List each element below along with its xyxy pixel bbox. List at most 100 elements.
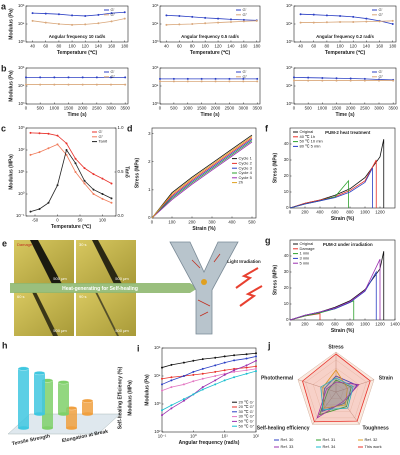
legend-label: G' — [379, 7, 383, 12]
point — [170, 386, 173, 389]
point — [31, 12, 34, 15]
point — [57, 13, 60, 16]
point — [365, 20, 368, 23]
y-tick-label: 10⁴ — [18, 83, 25, 88]
point — [29, 131, 32, 134]
point — [101, 197, 104, 200]
y-tick-label: 20 — [284, 285, 289, 290]
point — [335, 79, 338, 82]
y-tick-label: 10³ — [154, 401, 161, 406]
y-tick-label: 10³ — [286, 39, 293, 44]
point — [192, 380, 195, 383]
radar-series — [320, 377, 354, 411]
x-tick-label: 10¹ — [222, 434, 229, 439]
series-line — [151, 140, 253, 219]
legend-label: 20 ℃ G' — [239, 399, 254, 404]
y-tick-label: 0 — [286, 205, 289, 210]
x-tick-label: 500 — [305, 106, 313, 111]
point — [214, 80, 217, 83]
x-tick-label: 180 — [253, 44, 261, 49]
panel-label: f — [265, 123, 269, 133]
point — [182, 399, 185, 402]
point — [178, 14, 181, 17]
series-line — [151, 137, 253, 219]
y-axis-label: Modulus (Pa) — [8, 70, 14, 102]
point — [312, 21, 315, 24]
point — [123, 11, 126, 14]
plot-frame — [289, 239, 396, 321]
y2-axis-label: Self-healing Efficiency (%) — [117, 366, 123, 429]
annotation: Angular frequency 0.5 rad/s — [181, 34, 239, 39]
y-tick-label: 10⁴ — [152, 21, 159, 26]
point — [92, 188, 95, 191]
series-line — [289, 259, 381, 321]
point — [391, 23, 394, 25]
legend-label: 20 ℃ G'' — [239, 404, 255, 409]
micrograph: Damage 500 μm — [14, 240, 74, 284]
point — [56, 143, 59, 146]
point — [233, 376, 236, 379]
y-tick-label: 10⁵ — [152, 3, 159, 8]
point — [67, 76, 70, 79]
point — [39, 76, 42, 79]
axis-label: Strain — [379, 375, 393, 381]
point — [223, 355, 226, 358]
point — [293, 76, 295, 79]
point — [170, 404, 173, 407]
plot-frame — [151, 127, 257, 219]
x-tick-label: 400 — [316, 210, 324, 215]
x-tick-label: 500 — [170, 106, 178, 111]
point — [159, 80, 161, 83]
series-line — [161, 360, 257, 416]
point — [71, 23, 74, 26]
point — [214, 383, 217, 386]
legend-label: 2h — [239, 180, 243, 185]
radar-axis — [297, 379, 337, 393]
point — [71, 14, 74, 17]
y-tick-label: 10⁵ — [286, 65, 293, 70]
point — [233, 367, 236, 370]
x-tick-label: 0 — [56, 218, 59, 223]
series-line — [166, 20, 257, 26]
bar-base — [58, 412, 69, 416]
point — [299, 21, 302, 24]
panel-label: e — [2, 238, 7, 248]
bar — [82, 400, 93, 414]
panel-label: d — [127, 123, 133, 133]
point — [39, 83, 42, 86]
y-tick-label: 10 — [284, 301, 289, 306]
point — [65, 153, 68, 156]
legend-label: Ref. 34 — [323, 444, 337, 449]
point — [161, 366, 163, 369]
x-tick-label: 2000 — [78, 106, 88, 111]
point — [165, 14, 168, 17]
x-tick-label: 0 — [289, 210, 292, 215]
point — [65, 142, 68, 145]
point — [47, 201, 50, 204]
chart: 0 500 1000 1500 2000 2500 3000 3500 10³ 10⁴ 10⁵ G'G… — [286, 65, 399, 118]
series-line — [161, 356, 257, 385]
y-tick-label: 10³ — [152, 39, 159, 44]
x-tick-label: 40 — [298, 44, 303, 49]
x-tick-label: 60 — [43, 44, 48, 49]
point — [242, 80, 245, 83]
series-line — [166, 15, 257, 21]
point — [92, 193, 95, 195]
point — [101, 193, 104, 195]
point — [182, 361, 185, 364]
scale-bar: 500 μm — [53, 276, 67, 281]
point — [228, 80, 231, 83]
y-tick-label: 3 — [148, 131, 151, 136]
panel-label: i — [137, 343, 140, 353]
x-tick-label: 100 — [336, 44, 344, 49]
y-tick-label: 10¹ — [18, 169, 25, 174]
x-axis-label: Strain (%) — [331, 328, 355, 334]
panel-label: h — [2, 340, 8, 350]
point — [192, 359, 195, 362]
legend-label: G'' — [379, 12, 384, 17]
point — [214, 375, 217, 377]
x-tick-label: 60 — [177, 44, 182, 49]
point — [65, 149, 68, 151]
image-label: 30 s — [79, 242, 87, 247]
